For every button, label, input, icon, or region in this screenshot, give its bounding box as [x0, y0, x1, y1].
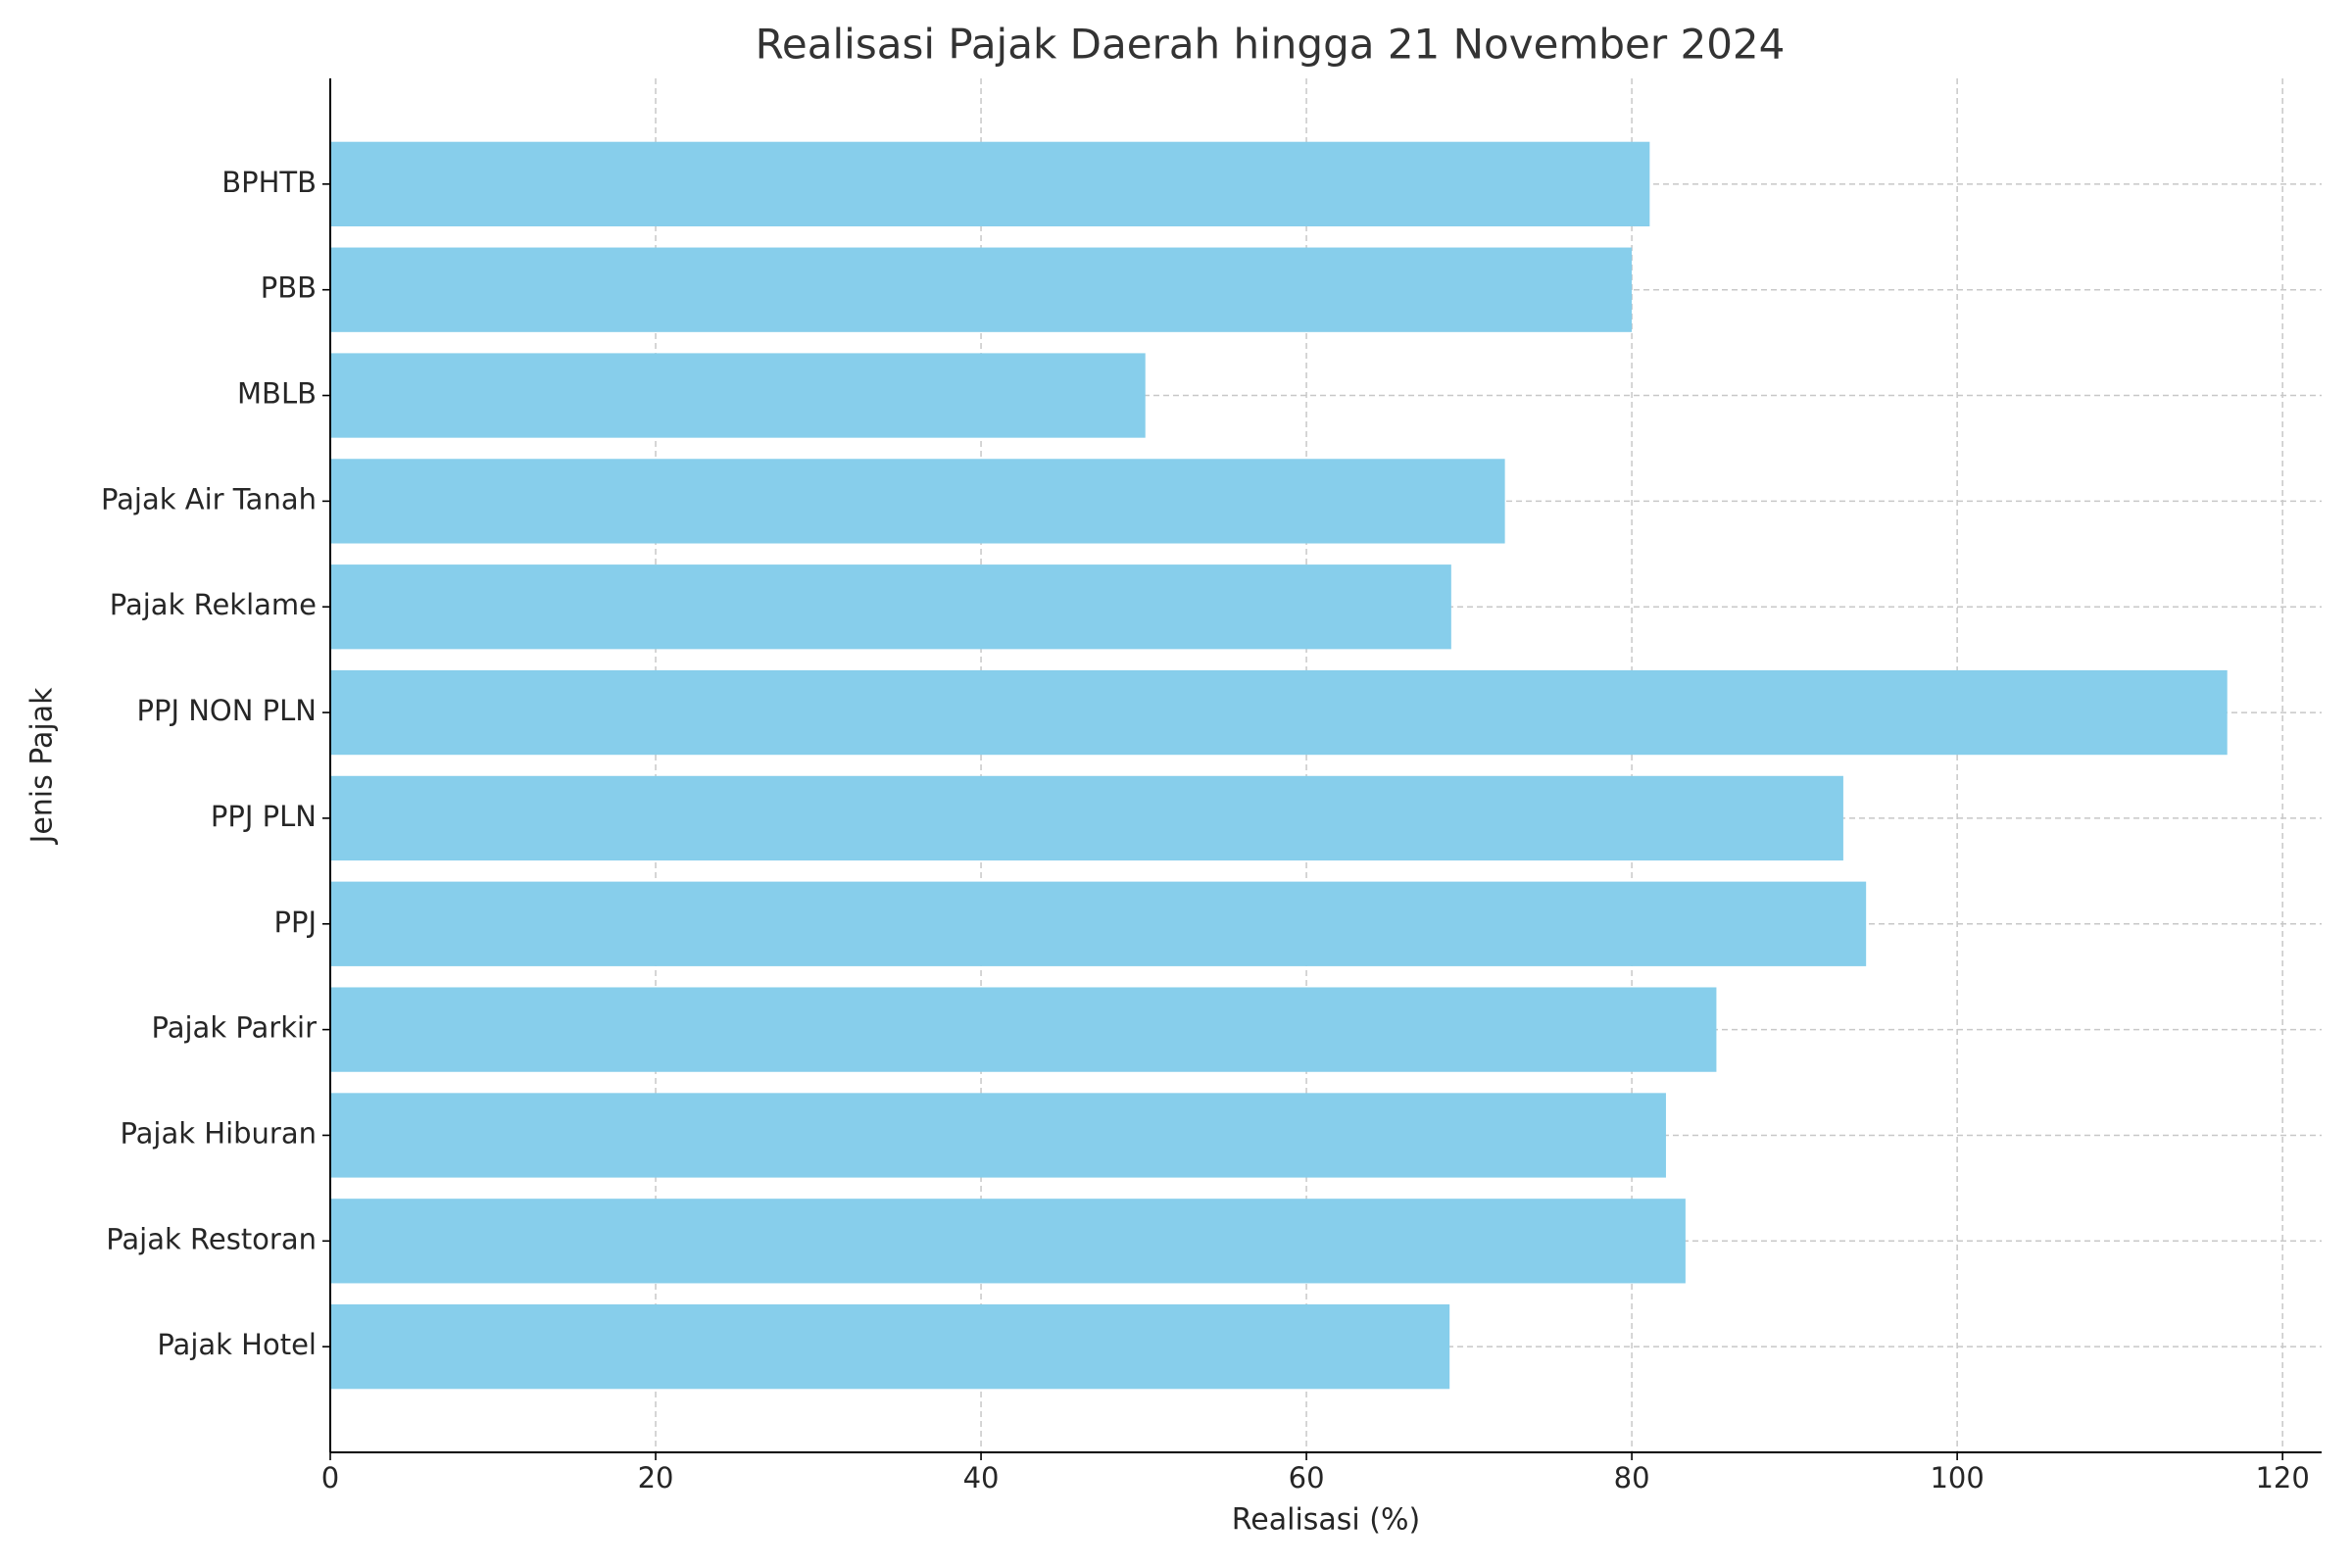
bar — [330, 775, 1843, 861]
y-tick-label: PBB — [261, 271, 317, 305]
bar — [330, 353, 1146, 438]
y-tick-label: PPJ NON PLN — [136, 694, 317, 727]
x-tick-label: 60 — [1289, 1461, 1325, 1494]
y-tick-label: Pajak Restoran — [106, 1222, 317, 1255]
bar — [330, 1304, 1450, 1390]
y-tick-label: Pajak Hotel — [157, 1328, 317, 1361]
bar — [330, 141, 1650, 226]
y-tick-label: Pajak Reklame — [110, 588, 317, 621]
bar — [330, 247, 1633, 332]
y-tick-label: PPJ PLN — [211, 800, 317, 833]
bar — [330, 1199, 1686, 1284]
x-tick-label: 100 — [1930, 1461, 1984, 1494]
y-tick-label: Pajak Air Tanah — [101, 482, 317, 515]
x-tick-label: 80 — [1614, 1461, 1650, 1494]
y-axis-label: Jenis Pajak — [25, 687, 60, 846]
bar — [330, 459, 1505, 544]
x-tick-label: 20 — [638, 1461, 674, 1494]
x-tick-label: 0 — [321, 1461, 339, 1494]
y-tick-label: Pajak Hiburan — [120, 1116, 317, 1150]
x-tick-label: 120 — [2255, 1461, 2309, 1494]
chart-title: Realisasi Pajak Daerah hingga 21 Novembe… — [756, 21, 1786, 69]
bar — [330, 1093, 1666, 1178]
bar — [330, 987, 1717, 1072]
y-tick-label: MBLB — [237, 377, 317, 411]
x-axis-label: Realisasi (%) — [1232, 1503, 1420, 1538]
y-tick-label: Pajak Parkir — [152, 1011, 318, 1045]
bar — [330, 669, 2228, 756]
y-tick-label: PPJ — [273, 906, 317, 939]
bar — [330, 881, 1867, 966]
x-tick-label: 40 — [963, 1461, 1000, 1494]
bar — [330, 564, 1451, 650]
y-tick-label: BPHTB — [221, 166, 317, 199]
